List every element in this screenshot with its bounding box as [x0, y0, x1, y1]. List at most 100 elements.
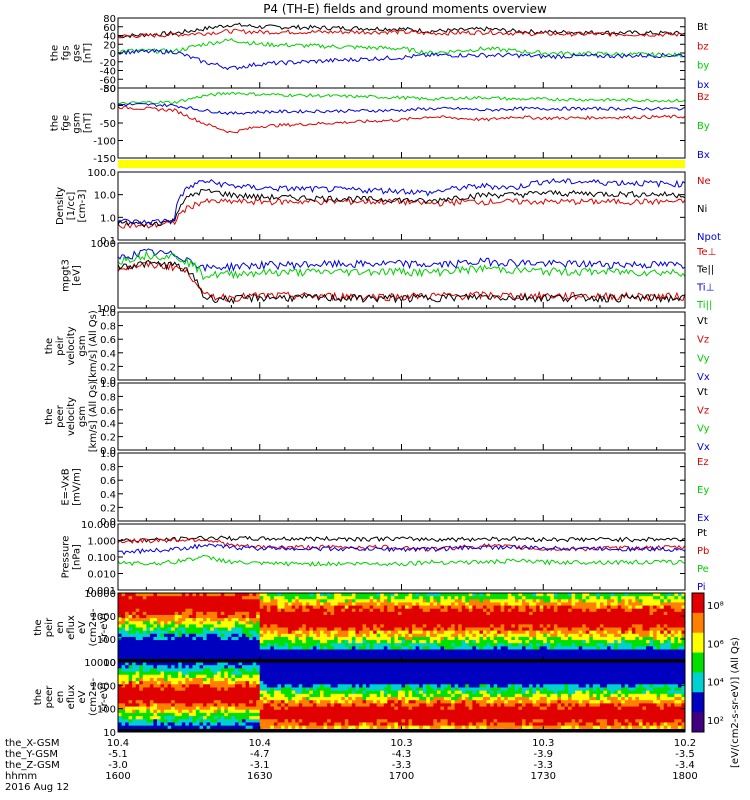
spec-cell	[316, 621, 321, 625]
spec-cell	[362, 602, 367, 607]
spec-cell	[188, 611, 193, 616]
spec-cell	[142, 693, 147, 698]
spec-cell	[532, 652, 537, 657]
spec-cell	[454, 596, 459, 600]
spec-cell	[210, 593, 215, 597]
spec-cell	[426, 646, 431, 650]
spec-cell	[270, 725, 275, 730]
legend-entry: Vz	[697, 335, 709, 346]
spec-cell	[234, 709, 239, 714]
spec-cell	[610, 652, 615, 657]
spec-cell	[461, 596, 466, 600]
spec-cell	[475, 602, 480, 607]
spec-cell	[422, 649, 427, 654]
spec-cell	[199, 643, 204, 647]
spec-cell	[486, 652, 491, 657]
spec-cell	[298, 655, 303, 660]
y-axis-label: the peer velocity gsm [km/s] (All Qs)	[44, 381, 99, 453]
spec-cell	[614, 640, 619, 644]
spec-cell	[156, 677, 162, 682]
spec-cell	[507, 652, 512, 657]
spec-cell	[220, 596, 225, 600]
spec-cell	[458, 636, 463, 641]
spec-cell	[249, 630, 254, 635]
spec-cell	[234, 602, 239, 607]
spec-cell	[185, 627, 190, 632]
spec-cell	[376, 608, 381, 613]
spec-cell	[199, 649, 204, 654]
spec-cell	[383, 605, 388, 610]
spec-cell	[387, 636, 392, 641]
spec-cell	[465, 655, 470, 660]
spec-cell	[653, 596, 658, 600]
spec-cell	[408, 652, 413, 657]
spec-cell	[174, 662, 179, 666]
spec-cell	[479, 602, 484, 607]
spec-cell	[135, 671, 140, 676]
spec-cell	[649, 618, 654, 622]
spec-cell	[220, 716, 225, 720]
spec-cell	[468, 643, 473, 647]
spec-cell	[181, 649, 186, 654]
spec-cell	[185, 655, 190, 660]
spec-cell	[121, 722, 126, 727]
spec-cell	[160, 722, 165, 727]
spec-cell	[164, 627, 169, 632]
spec-cell	[298, 640, 303, 644]
spec-cell	[118, 618, 123, 622]
spec-cell	[568, 640, 573, 644]
spec-cell	[617, 633, 622, 638]
y-axis-label-line: velocity	[66, 326, 77, 365]
spec-cell	[132, 652, 137, 657]
spec-cell	[341, 621, 346, 625]
spec-cell	[242, 668, 247, 673]
spec-cell	[146, 614, 151, 619]
spec-cell	[394, 643, 399, 647]
spec-cell	[617, 611, 622, 616]
spec-cell	[270, 636, 275, 641]
spec-cell	[479, 611, 484, 616]
spec-cell	[521, 611, 527, 616]
spec-cell	[153, 621, 158, 625]
spec-cell	[380, 630, 385, 635]
series-line-bz	[118, 28, 685, 39]
spec-cell	[504, 627, 509, 632]
spec-cell	[213, 630, 218, 635]
spec-cell	[610, 630, 615, 635]
spec-cell	[181, 605, 186, 610]
spec-cell	[667, 602, 672, 607]
spec-cell	[564, 646, 569, 650]
spec-cell	[156, 640, 162, 644]
spec-cell	[118, 596, 123, 600]
spec-cell	[401, 627, 406, 632]
spec-cell	[369, 611, 374, 616]
spec-cell	[677, 652, 682, 657]
spec-cell	[436, 611, 441, 616]
spec-cell	[139, 614, 144, 619]
spec-cell	[288, 605, 293, 610]
spec-cell	[128, 627, 133, 632]
spec-cell	[238, 646, 243, 650]
spec-cell	[118, 677, 123, 682]
spec-cell	[259, 627, 264, 632]
spec-cell	[284, 636, 289, 641]
spec-cell	[603, 611, 608, 616]
spec-cell	[231, 700, 236, 704]
spec-cell	[132, 665, 137, 669]
spec-cell	[497, 646, 502, 650]
spec-cell	[220, 614, 225, 619]
spec-cell	[599, 599, 604, 603]
spec-cell	[146, 665, 151, 669]
spec-cell	[578, 599, 583, 603]
y-axis-label-line: gsm	[77, 335, 88, 356]
spec-cell	[132, 662, 137, 666]
spec-cell	[670, 636, 675, 641]
spec-cell	[220, 608, 225, 613]
spec-cell	[249, 662, 254, 666]
spec-cell	[472, 636, 477, 641]
spec-cell	[206, 697, 211, 701]
spec-cell	[188, 655, 193, 660]
spec-cell	[589, 655, 594, 660]
spec-cell	[242, 649, 247, 654]
spec-cell	[277, 596, 282, 600]
